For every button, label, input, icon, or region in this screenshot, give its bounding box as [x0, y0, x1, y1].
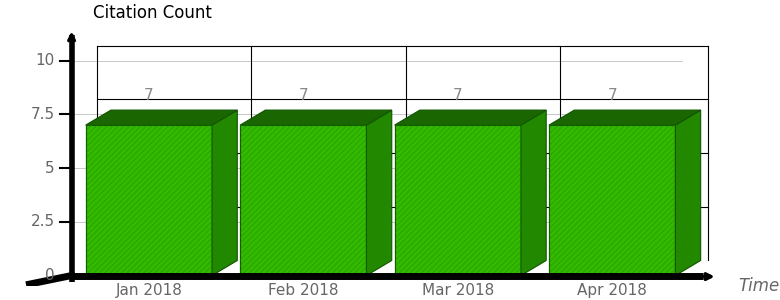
- Text: 7: 7: [608, 88, 617, 103]
- Text: Citation Count: Citation Count: [93, 4, 211, 22]
- Polygon shape: [367, 110, 392, 275]
- Polygon shape: [521, 110, 546, 275]
- Text: Time: Time: [739, 277, 780, 295]
- Polygon shape: [212, 110, 237, 275]
- Text: 7: 7: [144, 88, 154, 103]
- Text: Jan 2018: Jan 2018: [115, 283, 183, 298]
- Polygon shape: [549, 125, 675, 275]
- Text: Mar 2018: Mar 2018: [422, 283, 494, 298]
- Text: Apr 2018: Apr 2018: [577, 283, 647, 298]
- Polygon shape: [240, 125, 367, 275]
- Text: 10: 10: [36, 53, 55, 68]
- Text: 0: 0: [45, 268, 55, 283]
- Polygon shape: [395, 110, 546, 125]
- Polygon shape: [549, 110, 700, 125]
- Polygon shape: [675, 110, 700, 275]
- Text: Feb 2018: Feb 2018: [268, 283, 339, 298]
- Text: 7.5: 7.5: [30, 107, 55, 122]
- Text: 2.5: 2.5: [30, 214, 55, 229]
- Polygon shape: [240, 110, 392, 125]
- Text: 7: 7: [453, 88, 463, 103]
- Text: 7: 7: [299, 88, 308, 103]
- Text: 5: 5: [45, 160, 55, 175]
- Polygon shape: [86, 110, 237, 125]
- Polygon shape: [395, 125, 521, 275]
- Polygon shape: [86, 125, 212, 275]
